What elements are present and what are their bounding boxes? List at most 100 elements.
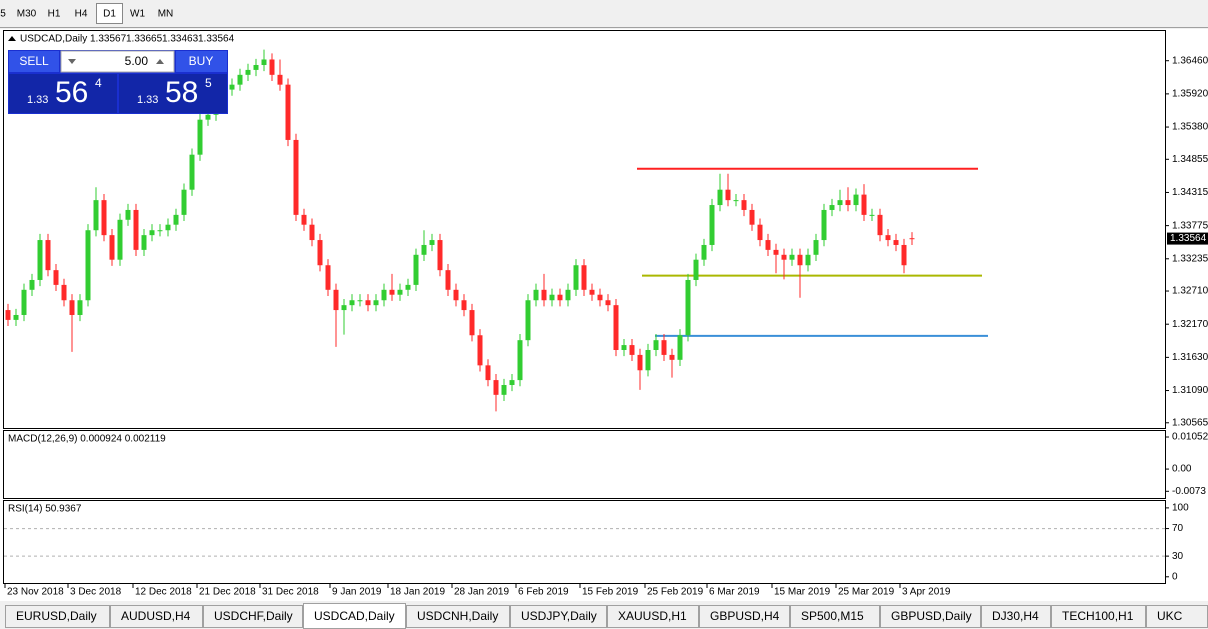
timeframe-label[interactable]: 5: [0, 9, 6, 20]
tab-label[interactable]: SP500,M15: [801, 609, 864, 623]
tab[interactable]: USDCNH,Daily: [406, 605, 510, 628]
x-tick-label: 12 Dec 2018: [135, 587, 192, 598]
candle-body: [733, 200, 739, 202]
candle-body: [101, 200, 107, 236]
timeframe-label[interactable]: MN: [158, 9, 174, 20]
tab-label[interactable]: XAUUSD,H1: [618, 609, 687, 623]
timeframe-button[interactable]: [124, 3, 151, 24]
tab-label[interactable]: UKC: [1157, 609, 1183, 623]
tab-label[interactable]: USDCHF,Daily: [214, 609, 293, 623]
y-tick-label: 100: [1172, 503, 1189, 514]
tab-background[interactable]: [5, 605, 110, 628]
sell-button[interactable]: [9, 51, 59, 72]
tab-label[interactable]: DJ30,H4: [992, 609, 1039, 623]
timeframe-label[interactable]: H4: [75, 9, 88, 20]
timeframe-button[interactable]: [12, 3, 41, 24]
timeframe-button[interactable]: [96, 3, 123, 24]
candle-body: [5, 310, 11, 320]
timeframe-label[interactable]: D1: [103, 9, 116, 20]
timeframe-button[interactable]: [42, 3, 66, 24]
tab-label[interactable]: GBPUSD,Daily: [891, 609, 972, 623]
tab[interactable]: AUDUSD,H4: [110, 605, 203, 628]
tab-label[interactable]: EURUSD,Daily: [16, 609, 97, 623]
tab[interactable]: GBPUSD,Daily: [880, 605, 981, 628]
tab[interactable]: DJ30,H4: [981, 605, 1051, 628]
candle-body: [693, 259, 699, 280]
bid-quote[interactable]: [9, 74, 117, 113]
timeframe-label[interactable]: W1: [130, 9, 145, 20]
tab[interactable]: USDCAD,Daily: [303, 603, 406, 629]
tab-label[interactable]: TECH100,H1: [1062, 609, 1134, 623]
buy-button[interactable]: [176, 51, 227, 72]
tab-background[interactable]: [303, 603, 406, 629]
lot-input: [60, 50, 175, 73]
tab[interactable]: XAUUSD,H1: [607, 605, 699, 628]
timeframe-button[interactable]: [67, 3, 95, 24]
candle-body: [845, 200, 851, 206]
candle-body: [565, 289, 571, 301]
tab-label[interactable]: USDCNH,Daily: [417, 609, 498, 623]
candle-body: [557, 294, 563, 301]
candle-body: [285, 84, 291, 140]
y-tick-label: 1.31630: [1172, 352, 1208, 363]
candle-body: [669, 354, 675, 360]
tab-background[interactable]: [203, 605, 303, 628]
y-tick-label: 1.34855: [1172, 154, 1208, 165]
tab[interactable]: UKC: [1146, 605, 1208, 628]
tab-label[interactable]: GBPUSD,H4: [710, 609, 780, 623]
lot-value: 5.00: [125, 54, 149, 68]
tab-background[interactable]: [790, 605, 880, 628]
tab[interactable]: GBPUSD,H4: [699, 605, 790, 628]
tab-background[interactable]: [880, 605, 981, 628]
tab-background[interactable]: [510, 605, 607, 628]
tab-background[interactable]: [1051, 605, 1146, 628]
tab[interactable]: USDJPY,Daily: [510, 605, 607, 628]
tab-label[interactable]: USDJPY,Daily: [521, 609, 597, 623]
tab-background[interactable]: [110, 605, 203, 628]
candle-body: [293, 139, 299, 215]
candle-body: [685, 279, 691, 336]
tab-label[interactable]: USDCAD,Daily: [314, 609, 395, 623]
ohlc-high: 1.33665: [126, 34, 163, 45]
candle-body: [397, 289, 403, 295]
y-tick-label: 1.30565: [1172, 417, 1208, 428]
ask-quote[interactable]: [119, 74, 227, 113]
timeframe-label[interactable]: M30: [17, 9, 37, 20]
candle-body: [349, 300, 355, 306]
ohlc-open: 1.33567: [90, 34, 127, 45]
timeframe-button[interactable]: [152, 3, 179, 24]
tab-background[interactable]: [607, 605, 699, 628]
tab-background[interactable]: [406, 605, 510, 628]
tab[interactable]: TECH100,H1: [1051, 605, 1146, 628]
collapse-arrow[interactable]: [8, 36, 16, 41]
candle-body: [541, 289, 547, 301]
y-tick-label: 1.34315: [1172, 187, 1208, 198]
candle-body: [317, 240, 323, 266]
x-tick-label: 6 Mar 2019: [709, 587, 760, 598]
timeframe-label[interactable]: H1: [48, 9, 61, 20]
ask-small: 5: [205, 76, 212, 90]
candle-body: [181, 189, 187, 215]
candle-body: [133, 209, 139, 250]
candle-body: [45, 240, 51, 271]
candle-body: [821, 209, 827, 241]
candle-body: [173, 214, 179, 225]
toolbar: [0, 0, 1208, 27]
tab-label[interactable]: AUDUSD,H4: [121, 609, 191, 623]
tab-background[interactable]: [981, 605, 1051, 628]
candle-body: [125, 209, 131, 220]
y-tick-label: -0.0073: [1172, 486, 1206, 497]
bid-big: 56: [55, 76, 88, 109]
timeframe-button[interactable]: [0, 3, 12, 24]
candle-body: [429, 240, 435, 245]
current-price-box: [1167, 232, 1208, 245]
y-tick-label: 0: [1172, 571, 1178, 582]
ohlc-close: 1.33564: [198, 34, 235, 45]
tab[interactable]: EURUSD,Daily: [5, 605, 110, 628]
tab[interactable]: USDCHF,Daily: [203, 605, 303, 628]
candle-body: [405, 284, 411, 290]
tab[interactable]: SP500,M15: [790, 605, 880, 628]
candle-body: [165, 224, 171, 231]
tab-background[interactable]: [699, 605, 790, 628]
